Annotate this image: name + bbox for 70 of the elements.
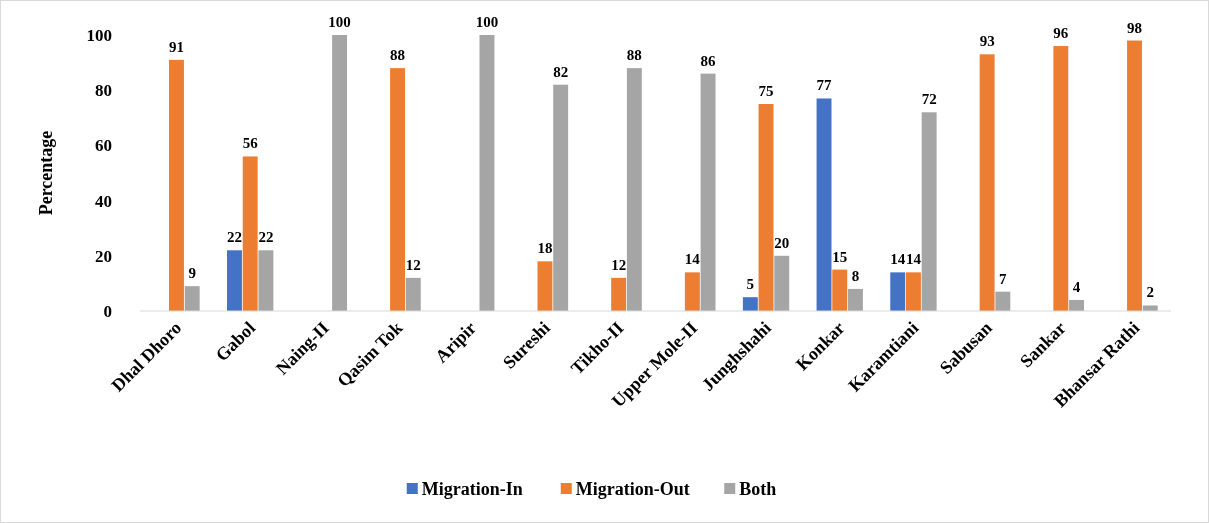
bar bbox=[832, 269, 848, 311]
bar bbox=[816, 98, 832, 311]
data-label: 15 bbox=[832, 248, 848, 265]
data-label: 9 bbox=[188, 265, 196, 282]
bar bbox=[1069, 299, 1084, 311]
data-label: 75 bbox=[758, 83, 774, 99]
legend-label: Both bbox=[739, 479, 777, 500]
data-label: 2 bbox=[1146, 284, 1154, 301]
data-label: 14 bbox=[890, 251, 906, 268]
data-label: 88 bbox=[626, 47, 642, 64]
bar bbox=[979, 54, 995, 311]
bar bbox=[774, 255, 790, 311]
data-label: 56 bbox=[242, 135, 259, 152]
bar bbox=[553, 84, 569, 311]
data-label: 14 bbox=[905, 251, 922, 268]
bar bbox=[227, 250, 242, 311]
data-label: 96 bbox=[1053, 25, 1069, 42]
bar bbox=[905, 272, 921, 311]
data-label: 86 bbox=[700, 52, 717, 69]
bar bbox=[390, 68, 406, 311]
data-label: 7 bbox=[999, 270, 1008, 287]
y-tick-label: 100 bbox=[86, 25, 112, 45]
data-label: 8 bbox=[851, 267, 860, 284]
data-label: 5 bbox=[746, 276, 755, 293]
bar bbox=[1127, 40, 1142, 311]
data-label: 18 bbox=[537, 240, 553, 257]
data-label: 98 bbox=[1127, 19, 1143, 36]
data-label: 93 bbox=[979, 33, 995, 50]
data-label: 100 bbox=[475, 14, 499, 30]
bar bbox=[700, 73, 716, 311]
data-label: 100 bbox=[328, 14, 351, 30]
data-label: 4 bbox=[1072, 278, 1081, 295]
bar bbox=[684, 272, 700, 311]
bar bbox=[1053, 46, 1069, 311]
data-label: 12 bbox=[405, 256, 421, 273]
bar bbox=[405, 277, 421, 311]
bar bbox=[332, 35, 348, 311]
bar bbox=[742, 297, 758, 311]
bar bbox=[258, 250, 274, 311]
y-axis-title: Percentage bbox=[36, 130, 56, 216]
legend-label: Migration-In bbox=[421, 479, 523, 500]
data-label: 88 bbox=[390, 47, 406, 64]
y-tick-label: 80 bbox=[95, 81, 112, 101]
data-label: 91 bbox=[168, 38, 184, 55]
data-label: 20 bbox=[774, 234, 790, 251]
data-label: 82 bbox=[553, 63, 569, 80]
data-label: 22 bbox=[258, 229, 274, 246]
data-label: 72 bbox=[921, 91, 937, 108]
y-tick-label: 20 bbox=[95, 246, 112, 266]
bar bbox=[995, 291, 1011, 311]
y-tick-label: 0 bbox=[103, 301, 112, 321]
data-label: 12 bbox=[611, 256, 627, 273]
bar bbox=[626, 68, 642, 311]
bar bbox=[479, 35, 495, 311]
bar bbox=[611, 277, 627, 311]
y-tick-label: 40 bbox=[95, 191, 112, 211]
data-label: 22 bbox=[226, 229, 242, 246]
data-label: 14 bbox=[684, 251, 701, 268]
bar bbox=[890, 272, 906, 311]
bar bbox=[1142, 305, 1158, 311]
legend-label: Migration-Out bbox=[575, 479, 690, 500]
y-tick-label: 60 bbox=[95, 136, 112, 156]
bar bbox=[169, 59, 184, 311]
data-label: 77 bbox=[816, 77, 833, 94]
bar bbox=[847, 288, 863, 311]
bar bbox=[537, 261, 553, 311]
bar bbox=[758, 104, 774, 311]
bar bbox=[242, 156, 258, 311]
bar bbox=[184, 286, 200, 311]
bar bbox=[921, 112, 937, 311]
